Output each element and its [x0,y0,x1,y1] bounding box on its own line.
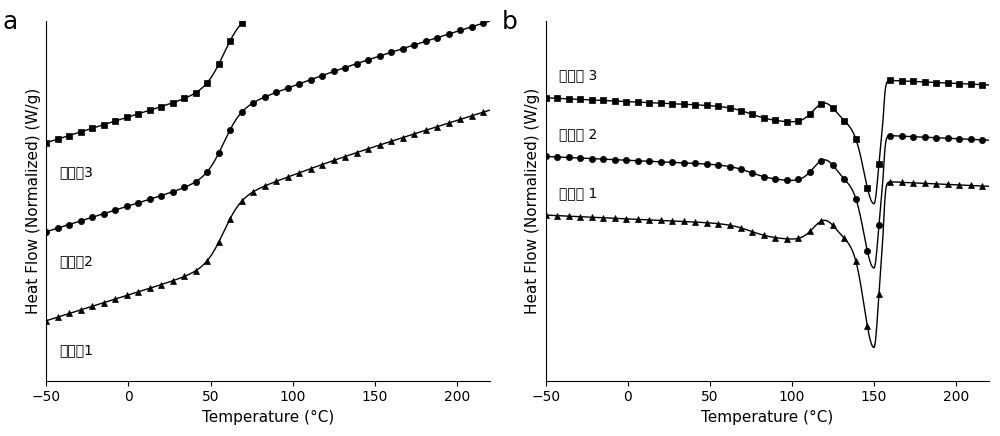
Text: 实施例1: 实施例1 [59,343,93,357]
Text: 实施例3: 实施例3 [59,165,93,179]
Text: a: a [2,10,17,34]
X-axis label: Temperature (°C): Temperature (°C) [701,410,833,425]
Text: 实施例 1: 实施例 1 [559,186,597,200]
Y-axis label: Heat Flow (Normalized) (W/g): Heat Flow (Normalized) (W/g) [525,88,540,314]
Text: 实施例 3: 实施例 3 [559,68,597,82]
Text: 实施例2: 实施例2 [59,254,93,268]
X-axis label: Temperature (°C): Temperature (°C) [202,410,334,425]
Text: b: b [501,10,517,34]
Text: 实施例 2: 实施例 2 [559,127,597,141]
Y-axis label: Heat Flow (Normalized) (W/g): Heat Flow (Normalized) (W/g) [26,88,41,314]
